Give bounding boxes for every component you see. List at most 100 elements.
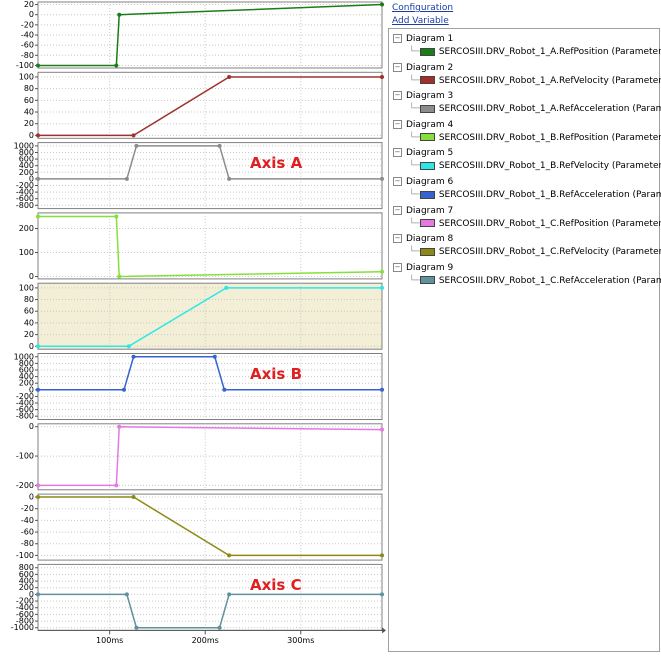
- data-line: [38, 496, 382, 557]
- variable-node[interactable]: └─ SERCOSIII.DRV_Robot_1_B.RefVelocity (P…: [409, 161, 661, 171]
- legend-swatch: [419, 47, 435, 56]
- diagram-node[interactable]: − Diagram 4: [393, 119, 454, 130]
- diagram-label[interactable]: Diagram 2: [406, 62, 454, 73]
- diagram-label[interactable]: Diagram 9: [406, 262, 454, 273]
- collapse-icon[interactable]: −: [393, 34, 402, 43]
- add-variable-link[interactable]: Add Variable: [392, 16, 449, 26]
- y-tick-label: 200: [19, 583, 34, 592]
- legend-label[interactable]: SERCOSIII.DRV_Robot_1_B.RefVelocity (Par…: [438, 161, 661, 172]
- legend-label[interactable]: SERCOSIII.DRV_Robot_1_C.RefAcceleration …: [438, 275, 661, 286]
- plot-background: [37, 142, 383, 210]
- y-tick-label: -1000: [11, 623, 34, 632]
- legend-swatch: [419, 161, 435, 170]
- data-point: [212, 354, 217, 359]
- collapse-icon[interactable]: −: [393, 262, 402, 272]
- y-tick-label: 600: [19, 155, 34, 164]
- legend-label[interactable]: SERCOSIII.DRV_Robot_1_B.RefAcceleration …: [438, 190, 661, 200]
- plot-background: [37, 563, 383, 631]
- axis-annotation: Axis C: [250, 576, 302, 594]
- diagram-node[interactable]: − Diagram 5: [393, 148, 453, 158]
- data-point: [36, 483, 40, 488]
- data-line: [38, 145, 382, 180]
- diagram-node[interactable]: − Diagram 7: [393, 205, 454, 216]
- data-point: [227, 74, 232, 79]
- data-point: [36, 592, 40, 597]
- diagram-node[interactable]: − Diagram 8: [393, 234, 453, 244]
- configuration-link[interactable]: Configuration: [392, 3, 454, 13]
- y-tick-label: -400: [16, 188, 34, 197]
- data-point: [114, 214, 119, 219]
- y-tick-label: -800: [16, 617, 34, 626]
- data-point: [114, 63, 119, 68]
- y-tick-label: 0: [29, 174, 34, 183]
- variable-node[interactable]: └─ SERCOSIII.DRV_Robot_1_A.RefVelocity (P…: [409, 76, 661, 86]
- plot-background: [37, 353, 383, 420]
- y-tick-label: -60: [21, 41, 34, 50]
- diagram-label[interactable]: Diagram 1: [406, 34, 454, 44]
- data-point: [227, 176, 232, 181]
- diagram-label[interactable]: Diagram 8: [406, 234, 454, 245]
- data-point: [36, 63, 40, 68]
- y-tick-label: 400: [19, 372, 34, 381]
- collapse-icon[interactable]: −: [393, 234, 402, 244]
- data-point: [380, 387, 384, 392]
- y-tick-label: -80: [21, 51, 34, 60]
- data-line: [38, 76, 382, 137]
- y-tick-label: 400: [19, 161, 34, 170]
- variable-node[interactable]: └─ SERCOSIII.DRV_Robot_1_C.RefPosition (P…: [409, 219, 661, 229]
- legend-label[interactable]: SERCOSIII.DRV_Robot_1_B.RefPosition (Par…: [438, 132, 661, 143]
- y-tick-label: 600: [19, 570, 34, 579]
- data-point: [124, 592, 129, 597]
- y-tick-label: 1000: [14, 141, 34, 150]
- diagram-node[interactable]: − Diagram 6: [393, 177, 453, 187]
- diagram-label[interactable]: Diagram 6: [406, 177, 454, 187]
- data-point: [117, 424, 122, 429]
- y-tick-label: 200: [19, 168, 34, 177]
- collapse-icon[interactable]: −: [393, 148, 402, 158]
- data-point: [380, 553, 384, 558]
- legend-label[interactable]: SERCOSIII.DRV_Robot_1_A.RefVelocity (Par…: [438, 75, 661, 86]
- diagram-node[interactable]: − Diagram 1: [393, 34, 453, 44]
- data-point: [380, 285, 384, 290]
- variable-node[interactable]: └─ SERCOSIII.DRV_Robot_1_C.RefVelocity (P…: [409, 247, 661, 257]
- y-tick-label: 800: [19, 563, 34, 572]
- y-tick-label: 1000: [14, 352, 34, 361]
- axis-annotation: Axis A: [250, 154, 303, 172]
- diagram-node[interactable]: − Diagram 3: [393, 91, 453, 101]
- variable-node[interactable]: └─ SERCOSIII.DRV_Robot_1_A.RefAcceleratio…: [409, 104, 661, 114]
- legend-label[interactable]: SERCOSIII.DRV_Robot_1_C.RefVelocity (Par…: [438, 247, 661, 258]
- y-tick-label: -20: [21, 20, 34, 29]
- diagram-label[interactable]: Diagram 4: [406, 119, 454, 130]
- legend-swatch: [419, 276, 435, 285]
- y-tick-label: 40: [24, 318, 34, 327]
- y-tick-label: 600: [19, 366, 34, 375]
- data-point: [380, 74, 384, 79]
- y-tick-label: 80: [24, 295, 34, 304]
- data-line: [38, 356, 382, 391]
- legend-swatch: [419, 76, 435, 85]
- y-tick-label: -800: [16, 201, 34, 210]
- diagram-node[interactable]: − Diagram 2: [393, 62, 454, 73]
- legend-label[interactable]: SERCOSIII.DRV_Robot_1_A.RefPosition (Par…: [438, 47, 661, 57]
- variable-node[interactable]: └─ SERCOSIII.DRV_Robot_1_A.RefPosition (P…: [409, 47, 661, 57]
- diagram-label[interactable]: Diagram 5: [406, 148, 454, 159]
- legend-label[interactable]: SERCOSIII.DRV_Robot_1_A.RefAcceleration …: [438, 104, 661, 115]
- legend-label[interactable]: SERCOSIII.DRV_Robot_1_C.RefPosition (Par…: [438, 218, 661, 229]
- diagram-label[interactable]: Diagram 7: [406, 205, 454, 216]
- y-tick-label: 60: [24, 307, 34, 316]
- collapse-icon[interactable]: −: [393, 177, 402, 186]
- collapse-icon[interactable]: −: [393, 205, 402, 215]
- variable-node[interactable]: └─ SERCOSIII.DRV_Robot_1_B.RefPosition (P…: [409, 133, 661, 143]
- y-tick-label: -400: [16, 399, 34, 408]
- variable-node[interactable]: └─ SERCOSIII.DRV_Robot_1_C.RefAcceleratio…: [409, 276, 661, 286]
- collapse-icon[interactable]: −: [393, 91, 402, 101]
- variable-node[interactable]: └─ SERCOSIII.DRV_Robot_1_B.RefAcceleratio…: [409, 190, 661, 200]
- data-point: [126, 344, 131, 349]
- diagram-label[interactable]: Diagram 3: [406, 91, 454, 102]
- data-point: [134, 625, 139, 630]
- collapse-icon[interactable]: −: [393, 119, 402, 129]
- diagram-node[interactable]: − Diagram 9: [393, 262, 454, 273]
- variable-tree: − Diagram 1 └─ SERCOSIII.DRV_Robot_1_A.RefP…: [388, 28, 661, 652]
- collapse-icon[interactable]: −: [393, 62, 402, 72]
